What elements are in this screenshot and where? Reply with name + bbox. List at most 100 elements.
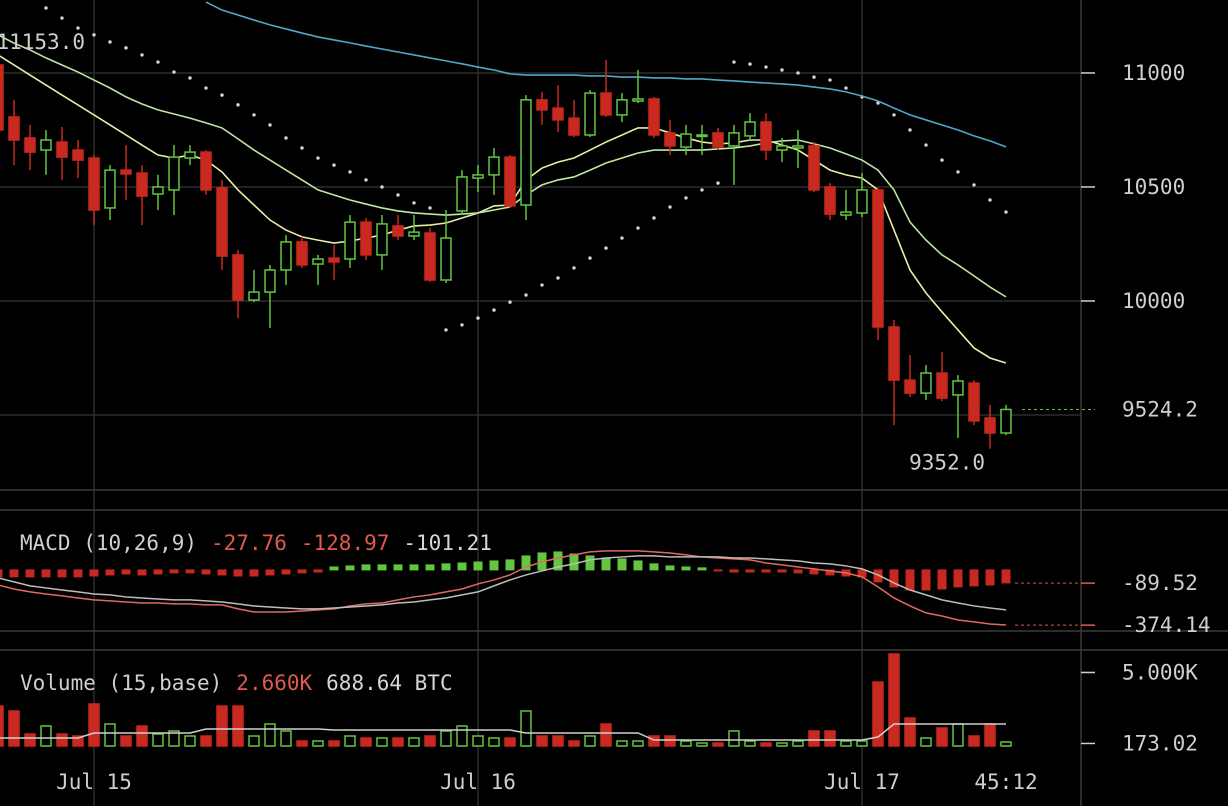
volume-bar [904,717,916,747]
candle-body [984,417,996,434]
sar-dot [108,40,112,44]
last-price-label: 9524.2 [1122,397,1198,421]
moving-average-line [0,35,1007,298]
histogram-bar [921,569,931,591]
indicator-readout: 2.660K [236,671,312,695]
candle-body [408,231,420,237]
candle-body [584,92,596,136]
candle-body [888,326,900,381]
candle-body [840,211,852,216]
candle-body [280,241,292,271]
candle-body [648,98,660,136]
sar-dot [524,293,528,297]
volume-bar [312,740,324,747]
histogram-bar [457,562,467,571]
sar-dot [780,68,784,72]
volume-bar [760,742,772,747]
volume-bar [952,723,964,747]
volume-bar [104,723,116,747]
candle-body [120,169,132,175]
sar-dot [140,53,144,57]
volume-bar [664,735,676,747]
candle-body [392,225,404,237]
candle-body [360,221,372,256]
histogram-bar [297,569,307,574]
candle-body [152,186,164,195]
histogram-bar [345,565,355,571]
sar-dot [972,183,976,187]
candle-body [344,221,356,260]
volume-bar [584,735,596,747]
volume-bar [280,730,292,747]
volume-bar [936,727,948,747]
sar-dot [620,236,624,240]
candle-body [312,258,324,265]
volume-bar [296,740,308,747]
histogram-bar [169,569,179,574]
sar-dot [428,206,432,210]
volume-bar [536,735,548,747]
volume-bar [1000,741,1012,747]
indicator-readout: -101.21 [403,531,492,555]
volume-bar [72,735,84,747]
candle-body [632,98,644,102]
volume-bar [232,705,244,747]
histogram-bar [809,569,819,575]
candle-body [664,132,676,147]
histogram-bar [361,564,371,571]
y-tick-label: -374.14 [1122,613,1211,637]
volume-bar [8,710,20,747]
y-tick-label: 10000 [1122,289,1185,313]
volume-bar [808,730,820,747]
histogram-bar [409,564,419,571]
candle-body [376,223,388,256]
histogram-bar [201,569,211,575]
histogram-bar [617,558,627,571]
candle-body [872,189,884,328]
sar-dot [316,156,320,160]
candle-body [88,157,100,211]
sar-dot [220,93,224,97]
volume-bar [648,735,660,747]
histogram-bar [1001,569,1011,584]
x-tick-label: Jul 17 [824,770,900,794]
histogram-bar [281,569,291,575]
histogram-bar [185,569,195,574]
volume-bar [616,740,628,747]
candle-body [24,137,36,153]
volume-bar [920,737,932,747]
low-label: 9352.0 [909,451,985,475]
macd-line [0,555,1007,611]
candle-body [776,145,788,151]
histogram-bar [985,569,995,586]
sar-dot [732,60,736,64]
histogram-bar [89,569,99,577]
sar-dot [988,198,992,202]
candle-body [104,169,116,209]
histogram-bar [137,569,147,576]
volume-bar [520,710,532,747]
volume-bar [568,740,580,747]
sar-dot [396,193,400,197]
candle-body [40,139,52,151]
histogram-bar [249,569,259,577]
volume-bar [552,735,564,747]
candle-body [328,257,340,263]
volume-bar [792,740,804,747]
sar-dot [284,136,288,140]
candle-body [968,382,980,422]
histogram-bar [873,569,883,583]
candle-body [680,133,692,148]
indicator-readout: -128.97 [301,531,390,555]
histogram-bar [905,569,915,591]
histogram-bar [889,569,899,588]
sar-dot [556,276,560,280]
sar-dot [348,170,352,174]
volume-bar [696,742,708,747]
candle-body [904,379,916,394]
sar-dot [476,316,480,320]
sar-dot [124,46,128,50]
sar-dot [492,308,496,312]
histogram-bar [697,567,707,571]
candle-body [600,92,612,116]
